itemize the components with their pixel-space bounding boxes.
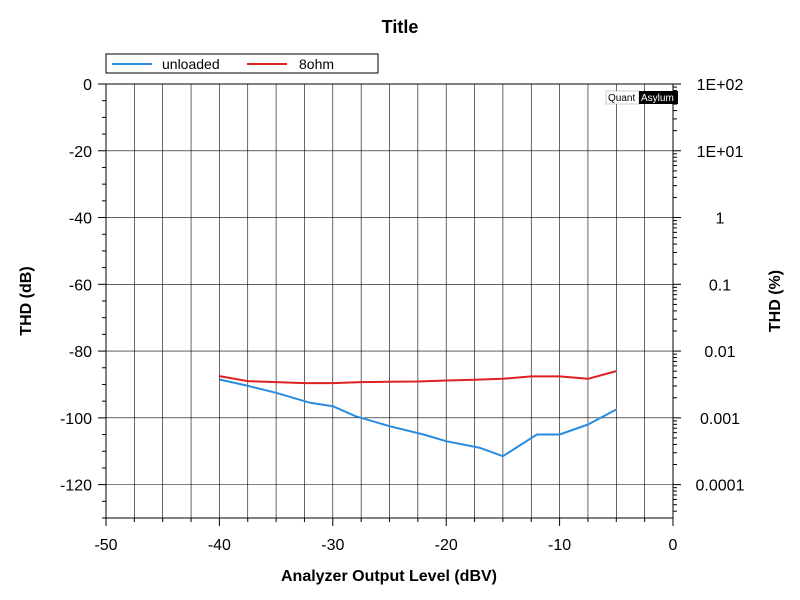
- x-tick-label: -20: [435, 537, 458, 554]
- x-tick-label: 0: [669, 537, 678, 554]
- y2-tick-label: 0.01: [704, 344, 735, 361]
- y-tick-label: -120: [60, 478, 92, 495]
- y-axis-label: THD (dB): [18, 266, 35, 335]
- y2-tick-label: 1E+01: [697, 144, 744, 161]
- y2-tick-label: 0.001: [700, 411, 740, 428]
- series-line-unloaded: [219, 378, 617, 458]
- y-tick-label: -60: [69, 277, 92, 294]
- y2-axis-label: THD (%): [767, 270, 784, 332]
- y-tick-label: 0: [83, 77, 92, 94]
- x-axis-label: Analyzer Output Level (dBV): [281, 568, 497, 585]
- y-tick-label: -100: [60, 411, 92, 428]
- x-tick-label: -40: [208, 537, 231, 554]
- series-line-8ohm: [219, 370, 617, 385]
- y2-tick-label: 0.1: [709, 277, 731, 294]
- y2-tick-label: 0.0001: [696, 478, 745, 495]
- x-tick-label: -10: [548, 537, 571, 554]
- watermark-left-text: Quant: [608, 93, 635, 104]
- legend-label-8ohm: 8ohm: [299, 56, 334, 72]
- x-axis: -50 -40 -30 -20 -10 0: [94, 518, 678, 554]
- legend-box: [105, 53, 379, 74]
- y-axis-left: 0 -20 -40 -60 -80 -100 -120: [60, 77, 106, 519]
- y-tick-label: -20: [69, 144, 92, 161]
- legend: unloaded 8ohm: [105, 53, 379, 74]
- series-group: [219, 370, 617, 458]
- legend-label-unloaded: unloaded: [162, 56, 220, 72]
- y2-tick-label: 1E+02: [697, 77, 744, 94]
- y2-tick-label: 1: [716, 211, 725, 228]
- grid: [106, 83, 673, 518]
- watermark: Quant Asylum: [605, 90, 678, 105]
- x-tick-label: -30: [321, 537, 344, 554]
- x-tick-label: -50: [94, 537, 117, 554]
- chart-title: Title: [382, 17, 419, 37]
- y-tick-label: -40: [69, 211, 92, 228]
- y-axis-right: 1E+02 1E+01 1 0.1 0.01 0.001 0.0001: [673, 77, 745, 512]
- watermark-right-bg: [639, 91, 678, 104]
- watermark-right-text: Asylum: [641, 93, 674, 104]
- y-tick-label: -80: [69, 344, 92, 361]
